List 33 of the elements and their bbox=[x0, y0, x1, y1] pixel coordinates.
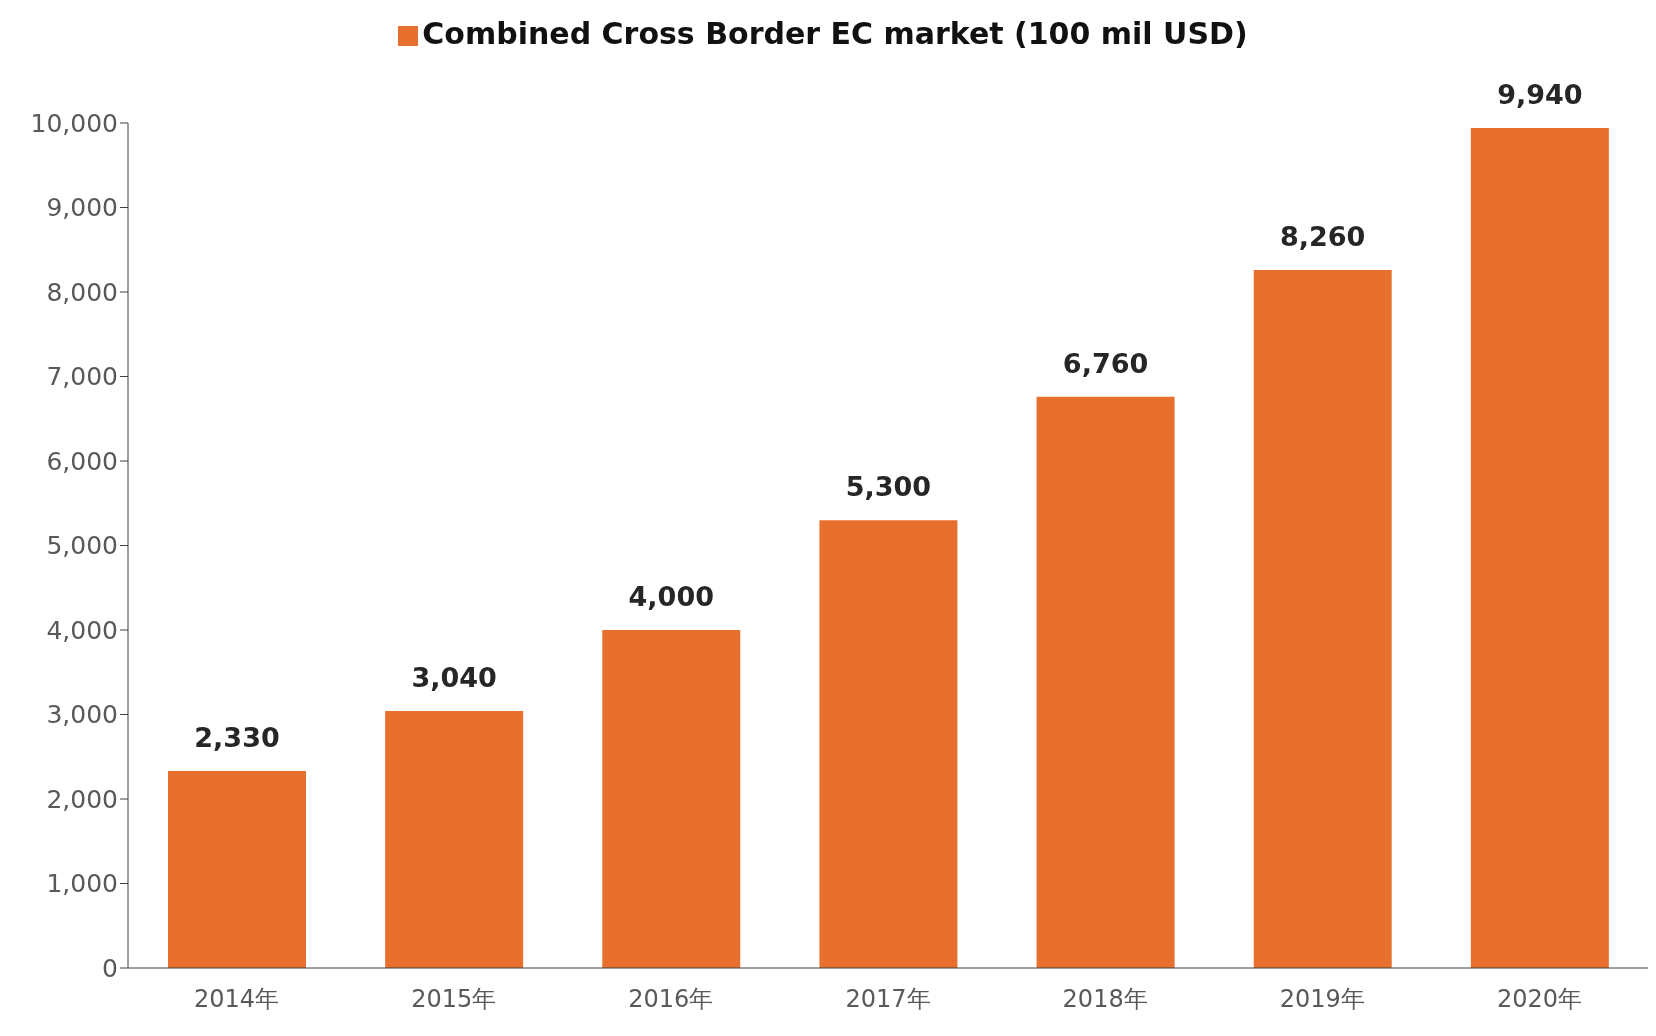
x-tick-label: 2016年 bbox=[628, 985, 714, 1014]
bar bbox=[1036, 396, 1175, 968]
y-tick-label: 8,000 bbox=[46, 277, 118, 307]
x-tick-label: 2014年 bbox=[194, 985, 280, 1014]
bar bbox=[385, 711, 524, 968]
x-tick-label: 2020年 bbox=[1496, 985, 1582, 1014]
x-tick-label: 2018年 bbox=[1062, 985, 1148, 1014]
text: 5,300 bbox=[845, 471, 932, 503]
y-tick-label: 7,000 bbox=[46, 362, 118, 392]
text: 2,330 bbox=[194, 722, 280, 754]
x-tick-label: 2019年 bbox=[1279, 985, 1365, 1014]
bar bbox=[1253, 270, 1392, 968]
text: 6,760 bbox=[1062, 347, 1149, 379]
legend-label: Combined Cross Border EC market (100 mil USD) bbox=[422, 16, 1248, 51]
y-tick-label: 9,000 bbox=[46, 193, 118, 223]
y-tick-label: 1,000 bbox=[46, 869, 118, 899]
x-tick-label: 2015年 bbox=[411, 985, 497, 1014]
bar bbox=[602, 630, 741, 968]
x-tick-label: 2017年 bbox=[845, 985, 931, 1014]
bar bbox=[1470, 128, 1609, 968]
y-tick-label: 4,000 bbox=[46, 615, 118, 645]
y-tick-label: 0 bbox=[102, 953, 118, 983]
y-tick-label: 5,000 bbox=[46, 531, 118, 561]
text: 8,260 bbox=[1280, 221, 1366, 253]
text: 9,940 bbox=[1497, 79, 1583, 111]
y-tick-label: 10,000 bbox=[30, 108, 118, 138]
bar bbox=[168, 771, 306, 968]
y-tick-label: 6,000 bbox=[46, 446, 118, 476]
text: 3,040 bbox=[411, 662, 497, 694]
bar bbox=[819, 520, 958, 968]
y-tick-label: 2,000 bbox=[46, 784, 118, 814]
text: 4,000 bbox=[628, 581, 714, 612]
y-tick-label: 3,000 bbox=[46, 700, 118, 730]
